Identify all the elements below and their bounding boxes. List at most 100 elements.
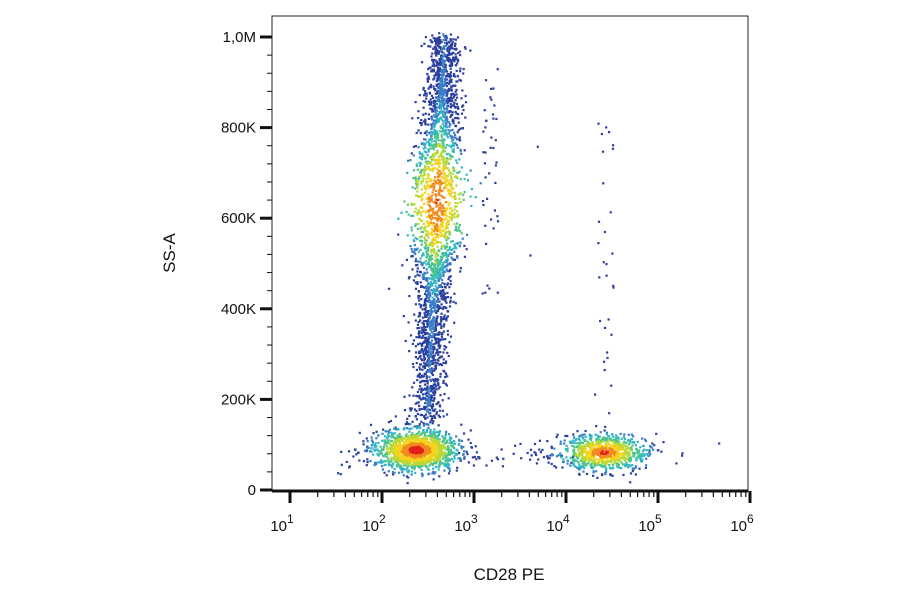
event-point bbox=[442, 155, 445, 159]
event-point bbox=[662, 441, 665, 444]
event-point bbox=[450, 80, 453, 84]
event-point bbox=[406, 435, 409, 438]
event-point bbox=[442, 298, 445, 301]
event-point bbox=[459, 230, 462, 233]
event-point bbox=[599, 457, 602, 460]
event-point bbox=[402, 315, 405, 318]
event-point bbox=[446, 333, 450, 336]
event-point bbox=[438, 452, 441, 455]
event-point bbox=[398, 464, 401, 467]
event-point bbox=[496, 68, 499, 71]
event-point bbox=[409, 159, 412, 162]
event-point bbox=[605, 444, 608, 447]
event-point bbox=[439, 405, 442, 408]
event-point bbox=[597, 450, 600, 453]
event-point bbox=[438, 179, 441, 183]
event-point bbox=[440, 71, 444, 74]
event-point bbox=[441, 223, 444, 226]
event-point bbox=[496, 220, 500, 223]
event-point bbox=[425, 315, 428, 318]
event-point bbox=[430, 241, 433, 245]
event-point bbox=[423, 303, 426, 306]
event-point bbox=[421, 465, 424, 468]
event-point bbox=[409, 442, 412, 445]
event-point bbox=[428, 402, 431, 405]
event-point bbox=[425, 197, 428, 200]
event-point bbox=[623, 445, 626, 448]
event-point bbox=[422, 253, 425, 256]
event-point bbox=[436, 448, 439, 452]
event-point bbox=[426, 319, 430, 322]
event-point bbox=[421, 334, 424, 337]
event-point bbox=[429, 346, 432, 350]
event-point bbox=[430, 55, 433, 58]
event-point bbox=[430, 455, 433, 458]
event-point bbox=[421, 264, 424, 267]
event-point bbox=[434, 227, 438, 230]
event-point bbox=[439, 155, 442, 158]
event-point bbox=[437, 62, 440, 65]
event-point bbox=[438, 338, 441, 341]
event-point bbox=[437, 208, 441, 211]
event-point bbox=[580, 445, 583, 448]
event-point bbox=[451, 138, 455, 141]
event-point bbox=[394, 442, 397, 446]
event-point bbox=[423, 261, 426, 264]
event-point bbox=[397, 217, 400, 220]
event-point bbox=[422, 147, 425, 150]
event-point bbox=[434, 461, 437, 465]
event-point bbox=[601, 458, 604, 461]
event-point bbox=[425, 233, 428, 236]
event-point bbox=[559, 442, 562, 445]
event-point bbox=[443, 78, 447, 81]
event-point bbox=[645, 457, 648, 460]
event-point bbox=[594, 448, 597, 451]
event-point bbox=[627, 433, 630, 436]
event-point bbox=[426, 80, 429, 83]
event-point bbox=[422, 168, 425, 171]
event-point bbox=[440, 139, 443, 142]
event-point bbox=[416, 412, 419, 416]
event-point bbox=[464, 116, 467, 119]
event-point bbox=[441, 209, 444, 212]
event-point bbox=[415, 458, 418, 462]
event-point bbox=[409, 462, 412, 465]
event-point bbox=[610, 384, 613, 387]
event-point bbox=[422, 375, 425, 378]
event-point bbox=[465, 248, 468, 251]
event-point bbox=[584, 439, 587, 442]
event-point bbox=[457, 117, 460, 120]
event-point bbox=[419, 442, 422, 445]
event-point bbox=[429, 180, 432, 183]
event-point bbox=[444, 338, 447, 341]
event-point bbox=[450, 256, 453, 259]
event-point bbox=[419, 376, 422, 379]
event-point bbox=[426, 410, 429, 413]
event-point bbox=[484, 291, 487, 294]
event-point bbox=[453, 94, 456, 97]
event-point bbox=[430, 227, 433, 230]
event-point bbox=[408, 438, 411, 441]
event-point bbox=[439, 224, 442, 227]
event-point bbox=[418, 164, 421, 167]
event-point bbox=[441, 269, 444, 272]
event-point bbox=[427, 460, 430, 463]
event-point bbox=[444, 454, 447, 457]
event-point bbox=[355, 453, 358, 456]
event-point bbox=[415, 461, 418, 464]
event-point bbox=[407, 453, 410, 456]
event-point bbox=[439, 67, 442, 70]
event-point bbox=[440, 130, 443, 133]
event-point bbox=[565, 444, 568, 447]
event-point bbox=[387, 442, 390, 445]
event-point bbox=[534, 452, 537, 455]
event-point bbox=[417, 430, 421, 433]
event-point bbox=[384, 430, 387, 433]
event-point bbox=[434, 337, 438, 340]
event-point bbox=[460, 97, 463, 100]
event-point bbox=[370, 450, 373, 453]
event-point bbox=[425, 181, 428, 184]
event-point bbox=[555, 436, 558, 439]
event-point bbox=[377, 441, 380, 445]
event-point bbox=[625, 461, 628, 464]
